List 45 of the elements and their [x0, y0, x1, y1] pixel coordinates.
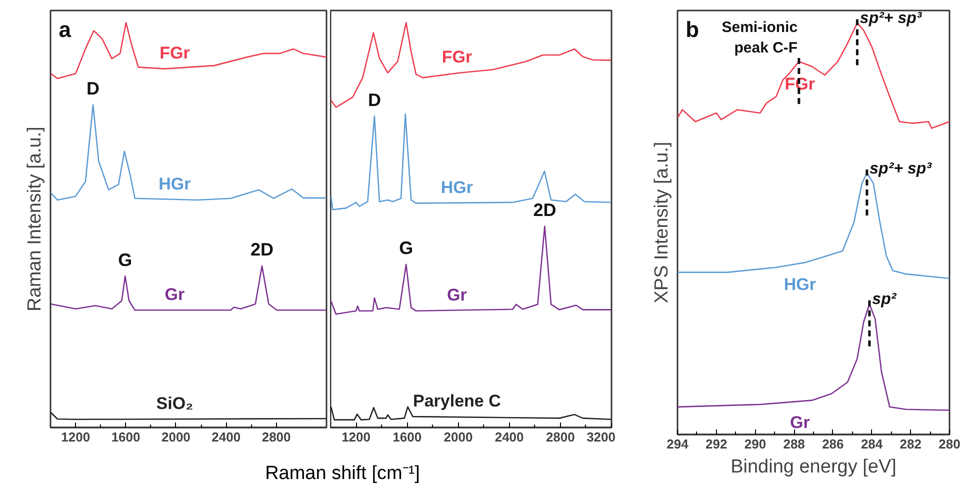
x-tick-label: 288: [783, 436, 805, 452]
series-label: SiO₂: [156, 394, 194, 414]
annotation: sp²+ sp³: [860, 10, 922, 28]
chart-title: b: [686, 16, 700, 42]
x-axis-title: Raman shift [cm⁻¹]: [265, 462, 420, 486]
series-label: HGr: [440, 178, 474, 197]
x-tick-label: 280: [938, 436, 960, 452]
series-label: Gr: [790, 413, 810, 432]
x-tick-label: 2800: [262, 430, 291, 444]
x-tick-label: 2400: [494, 430, 524, 444]
annotation: Semi-ionic peak C-F: [722, 19, 798, 57]
x-tick-label: 282: [900, 436, 922, 452]
annotation: G: [118, 250, 132, 270]
x-axis-title: Binding energy [eV]: [730, 456, 896, 478]
annotation: G: [399, 238, 414, 258]
y-axis-title: XPS Intensity [a.u.]: [652, 142, 672, 304]
x-tick-label: 2400: [212, 430, 241, 444]
annotation: sp²: [872, 291, 897, 308]
series-label: Parylene C: [413, 391, 501, 410]
series-label: FGr: [442, 48, 472, 67]
x-tick-label: 1600: [111, 430, 140, 444]
x-tick-label: 1200: [342, 430, 371, 444]
annotation: 2D: [250, 240, 274, 260]
x-tick-label: 2000: [161, 430, 190, 444]
series-label: HGr: [158, 174, 192, 194]
x-tick-label: 286: [822, 436, 844, 452]
series-label: FGr: [160, 44, 190, 63]
series-label: Gr: [164, 284, 186, 304]
x-tick-label: 290: [744, 436, 766, 452]
annotation: D: [86, 78, 100, 99]
x-tick-label: 1200: [61, 430, 90, 444]
x-tick-label: 2800: [546, 430, 575, 444]
series-label: Gr: [447, 286, 468, 305]
x-tick-label: 3200: [586, 430, 616, 444]
annotation: sp²+ sp³: [870, 160, 932, 178]
annotation: 2D: [533, 200, 556, 220]
x-tick-label: 1600: [392, 430, 422, 444]
series-label: HGr: [784, 275, 816, 294]
annotation: D: [368, 90, 381, 110]
y-axis-title: Raman Intensity [a.u.]: [24, 126, 46, 312]
x-tick-label: 2000: [444, 430, 473, 444]
x-tick-label: 292: [706, 436, 728, 452]
x-tick-label: 294: [666, 436, 690, 452]
x-tick-label: 284: [860, 436, 884, 452]
chart-title: a: [58, 16, 72, 42]
